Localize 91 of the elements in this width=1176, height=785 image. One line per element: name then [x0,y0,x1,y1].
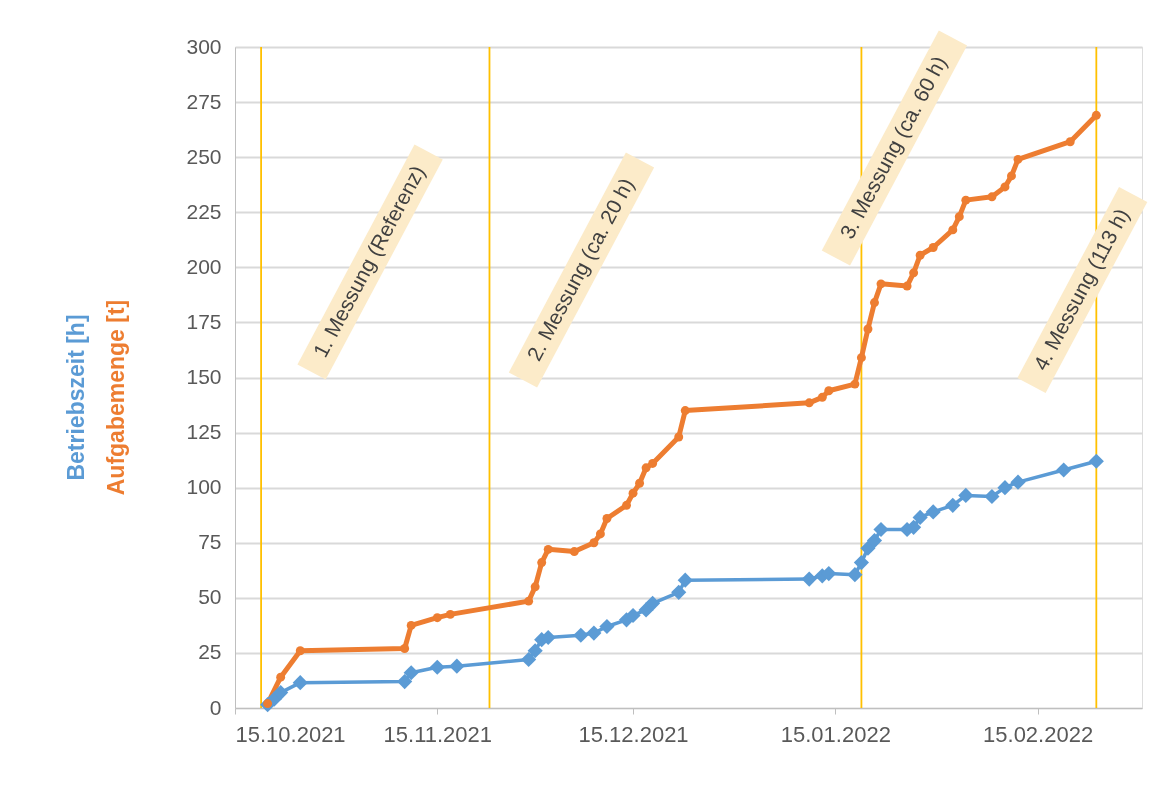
point [680,406,690,416]
point [292,675,308,691]
point [543,544,553,554]
y-tick-label: 175 [186,309,222,333]
x-tick-label: 15.02.2022 [983,721,1094,747]
point [602,514,612,523]
point [850,379,860,389]
point [628,488,638,498]
point [954,212,964,222]
point [928,243,938,252]
point [902,281,912,291]
point [1013,154,1023,164]
point [1007,171,1016,181]
y-tick-label: 50 [198,585,222,609]
point [645,595,661,611]
x-tick-label: 15.01.2022 [780,721,891,747]
point [1000,182,1010,192]
point [961,195,971,205]
point [622,500,631,510]
point [449,658,465,674]
point [997,480,1013,496]
point [445,609,455,619]
point [912,509,928,525]
point [909,268,919,278]
point [847,567,863,583]
point [824,386,834,396]
point [595,529,605,539]
point [876,279,886,289]
y-tick-label: 225 [186,199,222,223]
x-tick-label: 15.12.2021 [578,721,689,747]
point [987,192,997,202]
text: Betriebszeit [h] [63,314,89,481]
point [856,353,866,363]
point [524,596,534,606]
point [273,684,289,701]
point [817,392,827,402]
point [984,488,1000,505]
point [853,555,869,571]
point [537,558,547,568]
y-tick-label: 150 [186,365,222,388]
point [527,643,543,659]
point [403,665,419,681]
y-tick-label: 0 [209,695,222,719]
y-tick-label: 100 [186,475,222,499]
point [573,627,589,643]
point [295,646,305,656]
point [429,659,445,675]
point [671,584,687,600]
point [801,571,817,587]
point [870,298,879,308]
point [915,250,925,260]
point [276,672,286,682]
point [945,497,961,513]
point [635,478,645,488]
point [677,572,693,588]
point [674,432,684,442]
y-tick-label: 75 [198,530,222,554]
point [589,538,599,548]
point [925,504,941,520]
point [400,644,410,653]
point [873,521,889,538]
point [948,225,958,235]
x-tick-label: 15.11.2021 [383,721,493,747]
point [625,607,641,624]
point [958,487,974,503]
text: Aufgabemenge [t] [103,299,129,496]
point [406,620,416,630]
point [1091,110,1101,120]
point [1010,474,1026,490]
point [804,398,814,408]
y-tick-label: 300 [186,34,222,58]
point [1088,453,1104,469]
y-tick-label: 25 [198,640,222,664]
point [860,540,876,556]
y-tick-label: 125 [186,420,222,444]
point [599,618,615,635]
point [1056,462,1072,478]
point [530,582,540,592]
point [1065,137,1075,147]
point [586,625,602,641]
point [432,613,442,623]
point [521,651,537,668]
point [569,547,579,557]
y-tick-label: 200 [186,254,222,278]
y-tick-label: 250 [186,144,222,168]
point [397,673,413,690]
point [648,458,658,468]
y-tick-label: 275 [186,89,222,113]
point [866,532,883,549]
point [863,324,873,334]
x-tick-label: 15.10.2021 [235,721,346,747]
